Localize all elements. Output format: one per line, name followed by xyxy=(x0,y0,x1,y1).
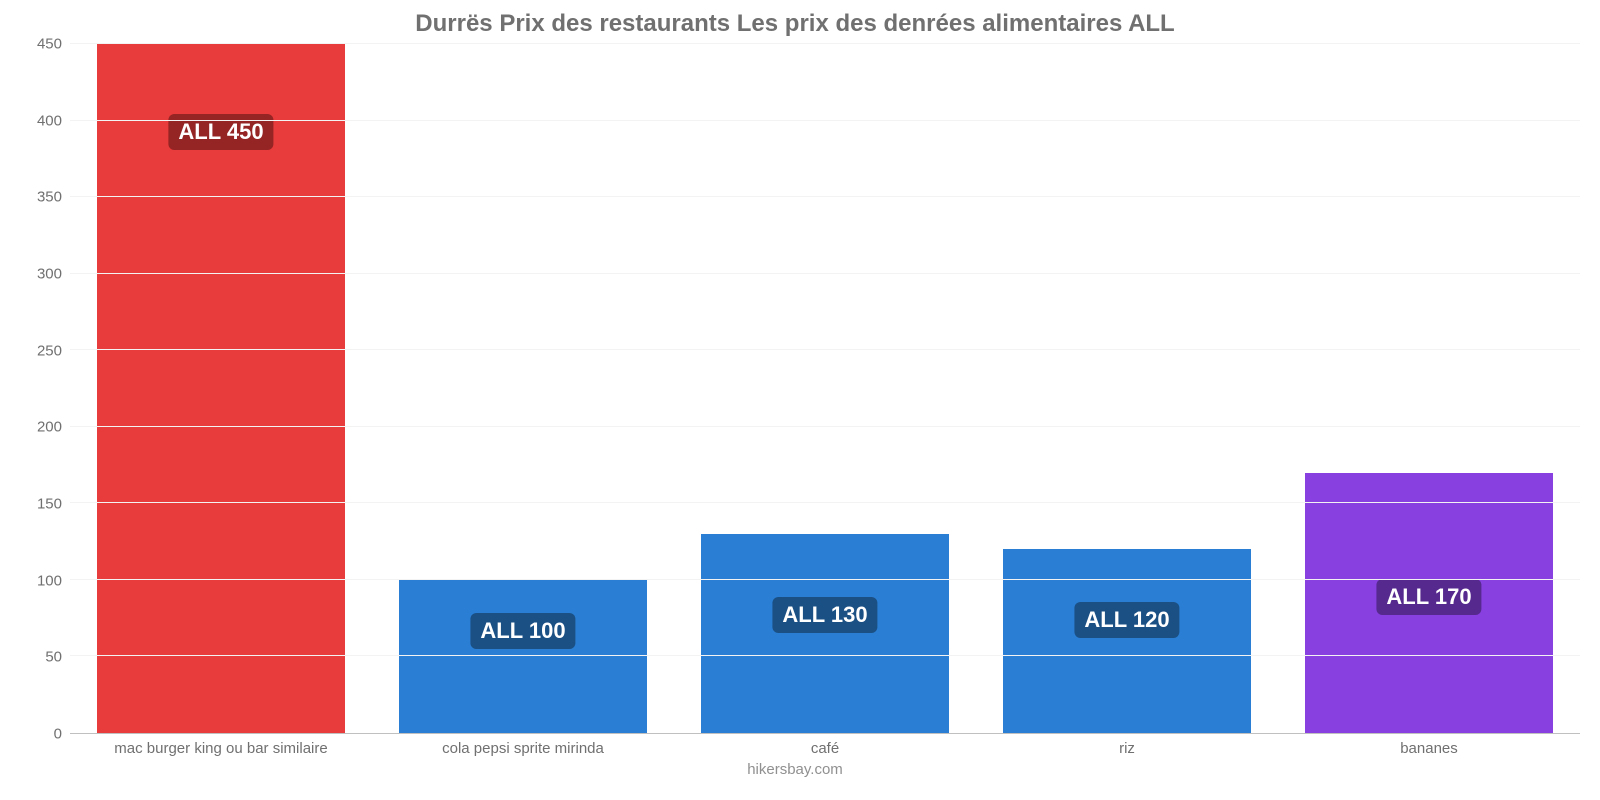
y-tick: 450 xyxy=(37,36,62,53)
y-tick: 350 xyxy=(37,189,62,206)
y-tick: 400 xyxy=(37,112,62,129)
chart-title: Durrës Prix des restaurants Les prix des… xyxy=(10,10,1580,38)
bar-slot: ALL 130 xyxy=(674,44,976,733)
bar-value-label: ALL 130 xyxy=(772,597,877,633)
y-tick: 300 xyxy=(37,266,62,283)
plot-row: 050100150200250300350400450 ALL 450ALL 1… xyxy=(10,44,1580,734)
bar-value-label: ALL 120 xyxy=(1074,602,1179,638)
y-tick: 0 xyxy=(54,726,62,743)
y-tick: 100 xyxy=(37,572,62,589)
grid-line xyxy=(70,502,1580,503)
y-tick: 250 xyxy=(37,342,62,359)
price-bar-chart: Durrës Prix des restaurants Les prix des… xyxy=(0,0,1600,800)
y-tick: 150 xyxy=(37,496,62,513)
bar xyxy=(701,534,949,733)
grid-line xyxy=(70,120,1580,121)
plot-area: ALL 450 ALL 100 ALL 130 ALL 120 ALL 170 xyxy=(70,44,1580,734)
bar-slot: ALL 170 xyxy=(1278,44,1580,733)
bar-value-label: ALL 100 xyxy=(470,613,575,649)
bar-value-label: ALL 170 xyxy=(1376,579,1481,615)
bar xyxy=(1003,549,1251,733)
bars-container: ALL 450 ALL 100 ALL 130 ALL 120 ALL 170 xyxy=(70,44,1580,733)
grid-line xyxy=(70,655,1580,656)
bar-slot: ALL 120 xyxy=(976,44,1278,733)
y-tick: 200 xyxy=(37,419,62,436)
grid-line xyxy=(70,273,1580,274)
grid-line xyxy=(70,196,1580,197)
bar-slot: ALL 100 xyxy=(372,44,674,733)
grid-line xyxy=(70,43,1580,44)
x-axis-label: cola pepsi sprite mirinda xyxy=(372,734,674,757)
x-axis-label: bananes xyxy=(1278,734,1580,757)
x-axis-label: riz xyxy=(976,734,1278,757)
x-axis-label: mac burger king ou bar similaire xyxy=(70,734,372,757)
y-axis: 050100150200250300350400450 xyxy=(10,44,70,734)
grid-line xyxy=(70,349,1580,350)
grid-line xyxy=(70,579,1580,580)
bar-slot: ALL 450 xyxy=(70,44,372,733)
source-label: hikersbay.com xyxy=(10,761,1580,778)
y-tick: 50 xyxy=(45,649,62,666)
x-axis-label: café xyxy=(674,734,976,757)
grid-line xyxy=(70,426,1580,427)
x-axis: mac burger king ou bar similairecola pep… xyxy=(70,734,1580,757)
